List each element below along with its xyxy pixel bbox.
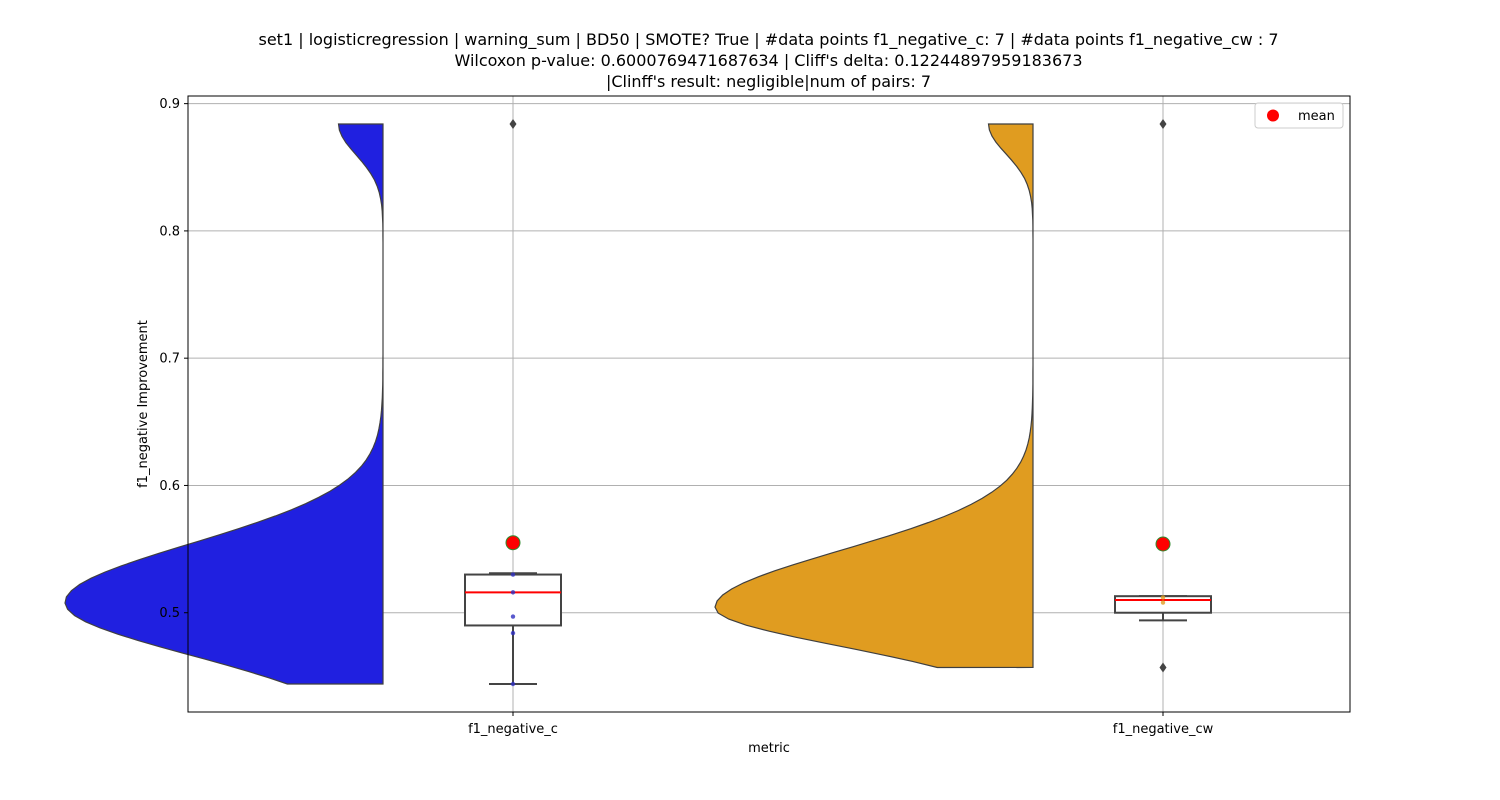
- outlier-marker-f1_negative_cw: [1159, 662, 1167, 673]
- chart-title-line-1: set1 | logisticregression | warning_sum …: [258, 30, 1279, 49]
- mean-marker-f1_negative_cw: [1155, 536, 1171, 552]
- y-axis-label: f1_negative Improvement: [136, 320, 151, 488]
- violin-f1_negative_c: [64, 123, 384, 685]
- box-layer: [464, 572, 1212, 685]
- legend: mean: [1254, 102, 1344, 129]
- data-point-f1_negative_c: [510, 590, 516, 595]
- legend-mean-marker: [1267, 109, 1279, 122]
- x-axis-label: metric: [748, 741, 790, 756]
- data-point-f1_negative_c: [510, 614, 516, 619]
- x-tick-label: f1_negative_cw: [1113, 722, 1214, 737]
- violin-f1_negative_cw: [714, 123, 1034, 669]
- ticks-layer: 0.5 0.6 0.7 0.8 0.9 f1_negative_c f1_negative_…: [159, 97, 1213, 737]
- data-point-f1_negative_c: [510, 681, 516, 687]
- y-tick-label: 0.7: [159, 352, 180, 367]
- data-point-f1_negative_cw: [1160, 595, 1166, 600]
- plot-frame: [187, 95, 1351, 713]
- outlier-marker-f1_negative_c: [509, 119, 517, 129]
- legend-frame: [1254, 102, 1344, 129]
- data-point-f1_negative_cw: [1160, 600, 1166, 605]
- chart-title-line-3: |Clinff's result: negligible|num of pair…: [605, 72, 932, 91]
- data-point-f1_negative_c: [510, 630, 516, 636]
- y-tick-label: 0.8: [159, 224, 180, 239]
- y-tick-label: 0.6: [159, 479, 180, 494]
- mean-marker-f1_negative_c: [505, 535, 521, 551]
- data-point-f1_negative_c: [510, 572, 516, 577]
- x-tick-label: f1_negative_c: [468, 722, 558, 737]
- outlier-marker-f1_negative_cw: [1159, 119, 1167, 129]
- chart-title-line-2: Wilcoxon p-value: 0.6000769471687634 | C…: [454, 51, 1083, 70]
- y-tick-label: 0.9: [159, 97, 180, 112]
- legend-label: mean: [1298, 109, 1335, 124]
- violin-layer: [64, 123, 1034, 685]
- points-layer: [505, 119, 1171, 687]
- y-tick-label: 0.5: [159, 606, 180, 621]
